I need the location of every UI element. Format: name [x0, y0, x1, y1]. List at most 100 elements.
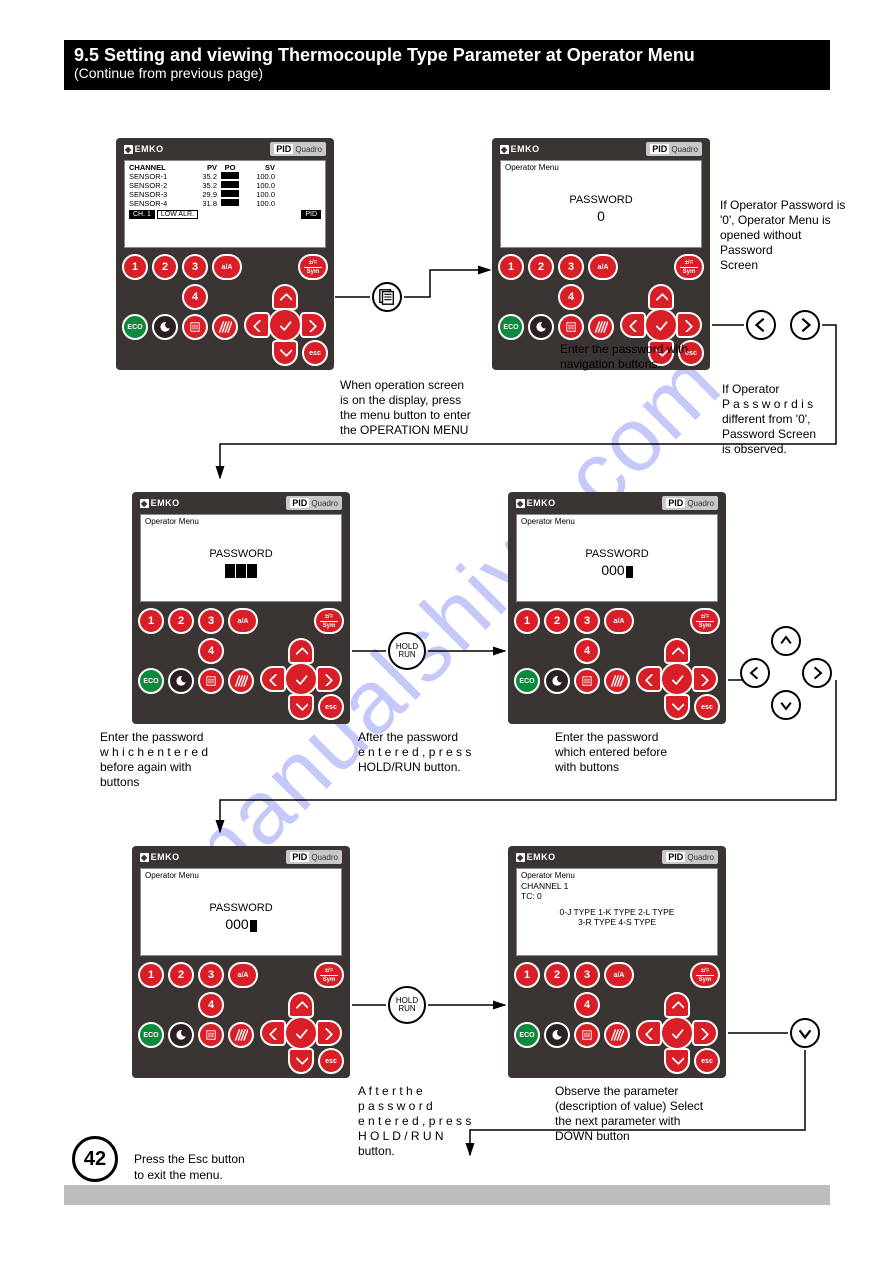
dpad-left[interactable]	[260, 1020, 286, 1046]
key-moon[interactable]	[168, 1022, 194, 1048]
dpad-left[interactable]	[636, 666, 662, 692]
key-esc[interactable]: esc	[318, 1048, 344, 1074]
key-menu[interactable]	[574, 668, 600, 694]
key-eco[interactable]: ECO	[138, 1022, 164, 1048]
dpad-ok[interactable]	[660, 662, 694, 696]
dpad-up[interactable]	[272, 284, 298, 310]
key-4[interactable]: 4	[198, 638, 224, 664]
key-3[interactable]: 3	[198, 608, 224, 634]
key-moon[interactable]	[544, 1022, 570, 1048]
pid-quadro-logo: PIDQuadro	[270, 142, 326, 156]
key-4[interactable]: 4	[182, 284, 208, 310]
key-hold-run[interactable]	[588, 314, 614, 340]
key-3[interactable]: 3	[182, 254, 208, 280]
dpad-up[interactable]	[288, 638, 314, 664]
key-eco[interactable]: ECO	[122, 314, 148, 340]
dpad-up[interactable]	[664, 638, 690, 664]
dpad-left[interactable]	[244, 312, 270, 338]
dpad-right[interactable]	[316, 666, 342, 692]
key-moon[interactable]	[152, 314, 178, 340]
key-aA[interactable]: a/A	[212, 254, 242, 280]
dpad-down[interactable]	[288, 1048, 314, 1074]
dpad-ok[interactable]	[284, 662, 318, 696]
dpad-right[interactable]	[692, 1020, 718, 1046]
key-moon[interactable]	[168, 668, 194, 694]
key-3[interactable]: 3	[558, 254, 584, 280]
key-1[interactable]: 1	[514, 608, 540, 634]
dpad-down[interactable]	[272, 340, 298, 366]
key-sym[interactable]: ±/=Sym	[674, 254, 704, 280]
key-3[interactable]: 3	[574, 608, 600, 634]
key-aA[interactable]: a/A	[228, 608, 258, 634]
key-2[interactable]: 2	[528, 254, 554, 280]
dpad-ok[interactable]	[644, 308, 678, 342]
key-sym[interactable]: ±/=Sym	[314, 608, 344, 634]
key-menu[interactable]	[558, 314, 584, 340]
key-menu[interactable]	[574, 1022, 600, 1048]
key-sym[interactable]: ±/=Sym	[690, 962, 720, 988]
key-1[interactable]: 1	[514, 962, 540, 988]
key-3[interactable]: 3	[198, 962, 224, 988]
dpad-up[interactable]	[648, 284, 674, 310]
key-hold-run[interactable]	[604, 1022, 630, 1048]
key-esc[interactable]: esc	[694, 1048, 720, 1074]
col-po: PO	[219, 163, 241, 172]
key-eco[interactable]: ECO	[498, 314, 524, 340]
dpad-left[interactable]	[620, 312, 646, 338]
key-1[interactable]: 1	[498, 254, 524, 280]
key-2[interactable]: 2	[168, 608, 194, 634]
key-eco[interactable]: ECO	[514, 668, 540, 694]
key-aA[interactable]: a/A	[604, 608, 634, 634]
key-4[interactable]: 4	[574, 992, 600, 1018]
key-3[interactable]: 3	[574, 962, 600, 988]
dpad-right[interactable]	[676, 312, 702, 338]
dpad-down[interactable]	[288, 694, 314, 720]
key-1[interactable]: 1	[122, 254, 148, 280]
key-2[interactable]: 2	[544, 962, 570, 988]
key-moon[interactable]	[528, 314, 554, 340]
key-1[interactable]: 1	[138, 962, 164, 988]
key-moon[interactable]	[544, 668, 570, 694]
key-menu[interactable]	[198, 668, 224, 694]
emko-logo: ◆EMKO	[516, 852, 556, 862]
key-esc[interactable]: esc	[694, 694, 720, 720]
dpad-right[interactable]	[300, 312, 326, 338]
dpad-ok[interactable]	[268, 308, 302, 342]
key-hold-run[interactable]	[212, 314, 238, 340]
key-sym[interactable]: ±/=Sym	[690, 608, 720, 634]
annotation: Observe the parameter(description of val…	[555, 1084, 765, 1144]
dpad-up[interactable]	[664, 992, 690, 1018]
key-menu[interactable]	[198, 1022, 224, 1048]
key-4[interactable]: 4	[558, 284, 584, 310]
key-2[interactable]: 2	[168, 962, 194, 988]
key-2[interactable]: 2	[544, 608, 570, 634]
dpad-ok[interactable]	[284, 1016, 318, 1050]
dpad-up[interactable]	[288, 992, 314, 1018]
dpad-down[interactable]	[664, 1048, 690, 1074]
key-sym[interactable]: ±/=Sym	[314, 962, 344, 988]
key-eco[interactable]: ECO	[138, 668, 164, 694]
dpad-left[interactable]	[636, 1020, 662, 1046]
key-4[interactable]: 4	[198, 992, 224, 1018]
key-esc[interactable]: esc	[302, 340, 328, 366]
key-1[interactable]: 1	[138, 608, 164, 634]
key-4[interactable]: 4	[574, 638, 600, 664]
key-sym[interactable]: ±/=Sym	[298, 254, 328, 280]
annotation: If OperatorP a s s w o r d i sdifferent …	[722, 382, 842, 457]
key-aA[interactable]: a/A	[228, 962, 258, 988]
key-esc[interactable]: esc	[318, 694, 344, 720]
key-hold-run[interactable]	[604, 668, 630, 694]
key-aA[interactable]: a/A	[588, 254, 618, 280]
key-hold-run[interactable]	[228, 668, 254, 694]
dpad-left[interactable]	[260, 666, 286, 692]
screen-title: Operator Menu	[505, 163, 697, 172]
dpad-ok[interactable]	[660, 1016, 694, 1050]
dpad-down[interactable]	[664, 694, 690, 720]
key-eco[interactable]: ECO	[514, 1022, 540, 1048]
key-aA[interactable]: a/A	[604, 962, 634, 988]
key-menu[interactable]	[182, 314, 208, 340]
dpad-right[interactable]	[316, 1020, 342, 1046]
dpad-right[interactable]	[692, 666, 718, 692]
key-hold-run[interactable]	[228, 1022, 254, 1048]
key-2[interactable]: 2	[152, 254, 178, 280]
